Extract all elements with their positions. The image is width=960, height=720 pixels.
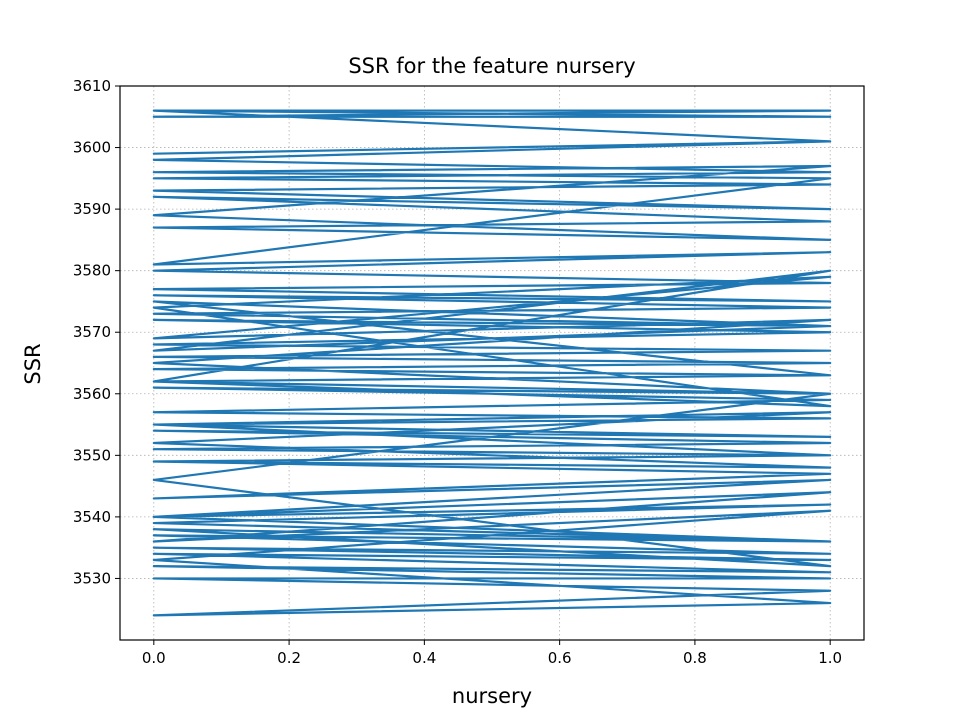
x-tick-label: 0.6: [548, 649, 572, 667]
x-axis-label: nursery: [452, 684, 532, 708]
y-tick-label: 3560: [73, 385, 111, 403]
x-tick-label: 0.2: [277, 649, 301, 667]
y-tick-label: 3550: [73, 446, 111, 464]
plot-frame: [119, 85, 865, 641]
series-layer: [152, 109, 832, 617]
y-tick-label: 3530: [73, 569, 111, 587]
x-tick-label: 0.8: [683, 649, 707, 667]
chart-title: SSR for the feature nursery: [348, 54, 635, 78]
y-tick-label: 3580: [73, 262, 111, 280]
x-tick-label: 1.0: [818, 649, 842, 667]
y-tick-label: 3570: [73, 323, 111, 341]
y-tick-label: 3600: [73, 139, 111, 157]
x-axis-ticks: 0.0 0.2 0.4 0.6 0.8 1.0: [142, 640, 842, 667]
y-tick-label: 3540: [73, 508, 111, 526]
x-tick-label: 0.0: [142, 649, 166, 667]
y-tick-label: 3590: [73, 200, 111, 218]
y-tick-label: 3610: [73, 77, 111, 95]
y-axis-label: SSR: [21, 343, 45, 384]
y-axis-ticks: 3530 3540 3550 3560 3570 3580 3590 3600 3610: [73, 77, 120, 587]
x-tick-label: 0.4: [412, 649, 436, 667]
series-line-0: [152, 109, 832, 617]
